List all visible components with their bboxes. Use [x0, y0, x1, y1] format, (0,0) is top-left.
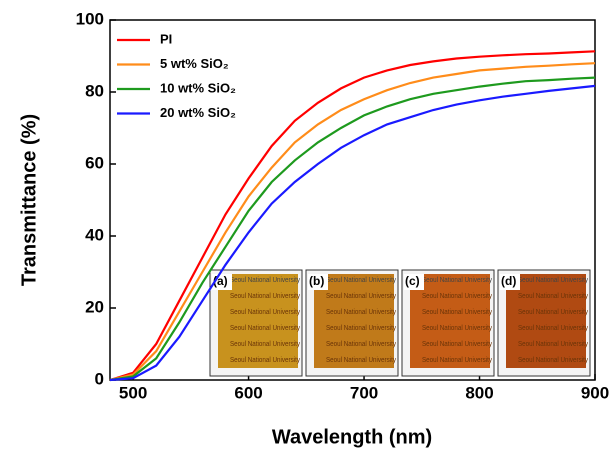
y-tick-label: 0 [95, 369, 104, 388]
y-tick-label: 60 [85, 153, 104, 172]
inset-photo: Seoul National University Seoul National … [401, 269, 495, 377]
inset-text: Seoul National University [518, 325, 588, 332]
y-axis-label: Transmittance (%) [18, 114, 40, 286]
inset-text: Seoul National University [230, 309, 300, 316]
x-tick-label: 800 [465, 383, 493, 402]
inset-text: Seoul National University [326, 325, 396, 332]
x-tick-label: 900 [581, 383, 609, 402]
legend-label: 20 wt% SiO₂ [160, 105, 236, 120]
y-tick-label: 80 [85, 81, 104, 100]
x-tick-label: 600 [234, 383, 262, 402]
series-line [109, 62, 596, 382]
inset-text: Seoul National University [518, 309, 588, 316]
inset-text: Seoul National University [422, 277, 492, 284]
legend-label: 5 wt% SiO₂ [160, 56, 229, 71]
inset-text: Seoul National University [518, 293, 588, 300]
inset-text: Seoul National University [422, 309, 492, 316]
inset-text: Seoul National University [326, 277, 396, 284]
x-tick-label: 700 [350, 383, 378, 402]
x-axis-label: Wavelength (nm) [272, 426, 432, 448]
inset-label-bg [500, 274, 520, 290]
inset-text: Seoul National University [230, 277, 300, 284]
inset-text: Seoul National University [422, 357, 492, 364]
inset-text: Seoul National University [230, 341, 300, 348]
inset-text: Seoul National University [326, 293, 396, 300]
inset-label: (c) [405, 274, 420, 288]
x-tick-label: 500 [119, 383, 147, 402]
series-line [109, 50, 596, 382]
inset-label: (d) [501, 274, 516, 288]
inset-text: Seoul National University [518, 341, 588, 348]
inset-label: (b) [309, 274, 324, 288]
inset-text: Seoul National University [422, 341, 492, 348]
series-line [109, 84, 596, 382]
inset-label-bg [404, 274, 424, 290]
y-tick-label: 40 [85, 225, 104, 244]
plot-frame [109, 19, 596, 381]
inset-text: Seoul National University [422, 293, 492, 300]
inset-photo: Seoul National University Seoul National … [209, 269, 303, 377]
inset-text: Seoul National University [230, 357, 300, 364]
inset-text: Seoul National University [422, 325, 492, 332]
inset-text: Seoul National University [518, 357, 588, 364]
inset-text: Seoul National University [230, 325, 300, 332]
inset-text: Seoul National University [518, 277, 588, 284]
legend-label: 10 wt% SiO₂ [160, 80, 236, 95]
inset-photo: Seoul National University Seoul National … [305, 269, 399, 377]
y-tick-label: 20 [85, 297, 104, 316]
inset-label-bg [308, 274, 328, 290]
y-tick-label: 100 [76, 9, 104, 28]
series-line [109, 76, 596, 382]
inset-text: Seoul National University [326, 357, 396, 364]
inset-text: Seoul National University [326, 341, 396, 348]
legend-label: PI [160, 31, 172, 46]
inset-photo: Seoul National University Seoul National … [497, 269, 591, 377]
inset-text: Seoul National University [326, 309, 396, 316]
inset-text: Seoul National University [230, 293, 300, 300]
